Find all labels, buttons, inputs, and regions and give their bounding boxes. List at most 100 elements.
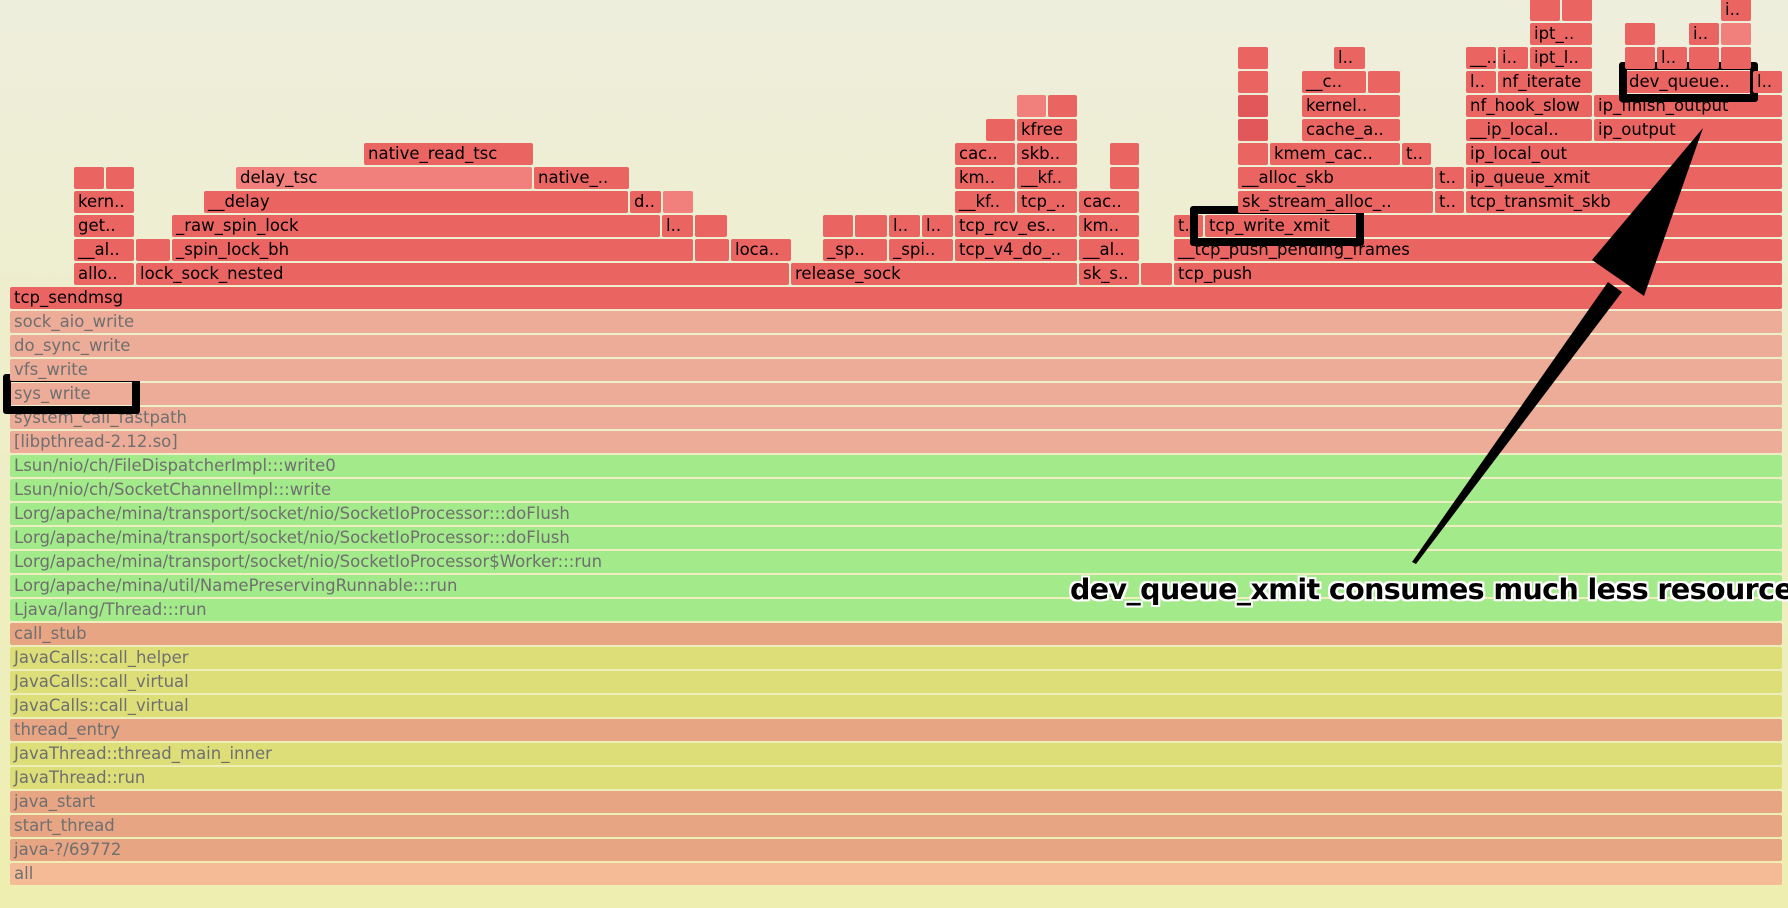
frame-unlabeled[interactable] [855,215,887,237]
frame-tcp-push-pending-frames[interactable]: __tcp_push_pending_frames [1174,239,1782,261]
frame-l[interactable]: l.. [1753,71,1782,93]
frame-unlabeled[interactable] [1017,95,1046,117]
frame-l[interactable]: l.. [1466,71,1496,93]
frame-java-69772[interactable]: java-?/69772 [10,839,1782,861]
frame-unlabeled[interactable] [1238,143,1268,165]
frame-kmem-cac[interactable]: kmem_cac.. [1270,143,1400,165]
frame-sp[interactable]: _sp.. [823,239,887,261]
frame-unlabeled[interactable] [1238,71,1268,93]
frame-tcp[interactable]: tcp_.. [1017,191,1077,213]
frame-tcp-push[interactable]: tcp_push [1174,263,1782,285]
frame-allo[interactable]: allo.. [74,263,134,285]
frame-tcp-write-xmit[interactable]: tcp_write_xmit [1205,215,1782,237]
frame-lock-sock-nested[interactable]: lock_sock_nested [136,263,789,285]
frame-loca[interactable]: loca.. [731,239,791,261]
frame-unlabeled[interactable] [1562,0,1592,21]
frame-all[interactable]: all [10,863,1782,885]
frame-unlabeled[interactable] [1238,95,1268,117]
frame-l[interactable]: l.. [662,215,693,237]
frame-javathread-run[interactable]: JavaThread::run [10,767,1782,789]
frame-ip-queue-xmit[interactable]: ip_queue_xmit [1466,167,1782,189]
frame-al[interactable]: __al.. [1079,239,1139,261]
frame-vfs-write[interactable]: vfs_write [10,359,1782,381]
frame-tcp-sendmsg[interactable]: tcp_sendmsg [10,287,1782,309]
frame-d[interactable]: d.. [630,191,661,213]
frame-unlabeled[interactable] [1530,0,1560,21]
frame-lsun-nio-ch-filedispatcherimpl-write0[interactable]: Lsun/nio/ch/FileDispatcherImpl:::write0 [10,455,1782,477]
frame-system-call-fastpath[interactable]: system_call_fastpath [10,407,1782,429]
frame-sock-aio-write[interactable]: sock_aio_write [10,311,1782,333]
frame-nf-hook-slow[interactable]: nf_hook_slow [1466,95,1592,117]
frame-ipt-l[interactable]: ipt_l.. [1530,47,1592,69]
frame-libpthread-2-12-so[interactable]: [libpthread-2.12.so] [10,431,1782,453]
frame-release-sock[interactable]: release_sock [791,263,1077,285]
frame-i[interactable]: i.. [1721,0,1751,21]
frame-sk-s[interactable]: sk_s.. [1079,263,1139,285]
frame-ip-local[interactable]: __ip_local.. [1466,119,1592,141]
frame-km[interactable]: km.. [955,167,1015,189]
frame-unlabeled[interactable] [1110,143,1139,165]
frame-javacalls-call-virtual[interactable]: JavaCalls::call_virtual [10,695,1782,717]
frame-unlabeled[interactable] [1238,119,1268,141]
frame-kernel[interactable]: kernel.. [1302,95,1400,117]
frame-unlabeled[interactable] [136,239,170,261]
frame-unlabeled[interactable] [1689,47,1719,69]
frame-native[interactable]: native_.. [534,167,629,189]
frame-unlabeled[interactable] [1721,23,1751,45]
frame-raw-spin-lock[interactable]: _raw_spin_lock [172,215,660,237]
frame-lorg-apache-mina-util-namepreservingrunnable-run[interactable]: Lorg/apache/mina/util/NamePreservingRunn… [10,575,1782,597]
frame-[interactable]: __.. [1466,47,1496,69]
frame-i[interactable]: i.. [1689,23,1719,45]
frame-unlabeled[interactable] [1141,263,1172,285]
frame-thread-entry[interactable]: thread_entry [10,719,1782,741]
frame-lsun-nio-ch-socketchannelimpl-write[interactable]: Lsun/nio/ch/SocketChannelImpl:::write [10,479,1782,501]
frame-cac[interactable]: cac.. [1079,191,1139,213]
frame-unlabeled[interactable] [1625,47,1655,69]
frame-kf[interactable]: __kf.. [1017,167,1077,189]
frame-alloc-skb[interactable]: __alloc_skb [1238,167,1433,189]
frame-t[interactable]: t.. [1435,167,1464,189]
frame-call-stub[interactable]: call_stub [10,623,1782,645]
frame-delay[interactable]: __delay [204,191,628,213]
frame-unlabeled[interactable] [1110,167,1139,189]
frame-get[interactable]: get.. [74,215,134,237]
frame-java-start[interactable]: java_start [10,791,1782,813]
frame-lorg-apache-mina-transport-socket-nio-socketioprocessor-doflush[interactable]: Lorg/apache/mina/transport/socket/nio/So… [10,503,1782,525]
frame-do-sync-write[interactable]: do_sync_write [10,335,1782,357]
frame-sk-stream-alloc[interactable]: sk_stream_alloc_.. [1238,191,1433,213]
frame-ipt[interactable]: ipt_.. [1530,23,1592,45]
frame-l[interactable]: l.. [922,215,953,237]
frame-cac[interactable]: cac.. [955,143,1015,165]
frame-c[interactable]: __c.. [1302,71,1366,93]
frame-l[interactable]: l.. [1334,47,1365,69]
frame-unlabeled[interactable] [74,167,104,189]
frame-sys-write[interactable]: sys_write [10,383,1782,405]
frame-kf[interactable]: __kf.. [955,191,1015,213]
frame-unlabeled[interactable] [823,215,853,237]
frame-lorg-apache-mina-transport-socket-nio-socketioprocessor-doflush[interactable]: Lorg/apache/mina/transport/socket/nio/So… [10,527,1782,549]
frame-unlabeled[interactable] [106,167,134,189]
frame-spi[interactable]: _spi.. [889,239,953,261]
frame-t[interactable]: t.. [1435,191,1464,213]
frame-ip-local-out[interactable]: ip_local_out [1466,143,1782,165]
frame-unlabeled[interactable] [663,191,693,213]
frame-tcp-transmit-skb[interactable]: tcp_transmit_skb [1466,191,1782,213]
frame-skb[interactable]: skb.. [1017,143,1077,165]
frame-unlabeled[interactable] [695,215,727,237]
frame-unlabeled[interactable] [986,119,1015,141]
frame-unlabeled[interactable] [695,239,729,261]
frame-al[interactable]: __al.. [74,239,134,261]
frame-delay-tsc[interactable]: delay_tsc [236,167,532,189]
frame-dev-queue[interactable]: dev_queue.. [1625,71,1751,93]
frame-unlabeled[interactable] [1721,47,1751,69]
frame-unlabeled[interactable] [1625,23,1655,45]
frame-spin-lock-bh[interactable]: _spin_lock_bh [172,239,693,261]
frame-ljava-lang-thread-run[interactable]: Ljava/lang/Thread:::run [10,599,1782,621]
frame-unlabeled[interactable] [1368,71,1400,93]
frame-lorg-apache-mina-transport-socket-nio-socketioprocessor-worker-run[interactable]: Lorg/apache/mina/transport/socket/nio/So… [10,551,1782,573]
frame-javathread-thread-main-inner[interactable]: JavaThread::thread_main_inner [10,743,1782,765]
frame-nf-iterate[interactable]: nf_iterate [1498,71,1592,93]
frame-t[interactable]: t.. [1174,215,1203,237]
frame-t[interactable]: t.. [1402,143,1431,165]
frame-javacalls-call-helper[interactable]: JavaCalls::call_helper [10,647,1782,669]
